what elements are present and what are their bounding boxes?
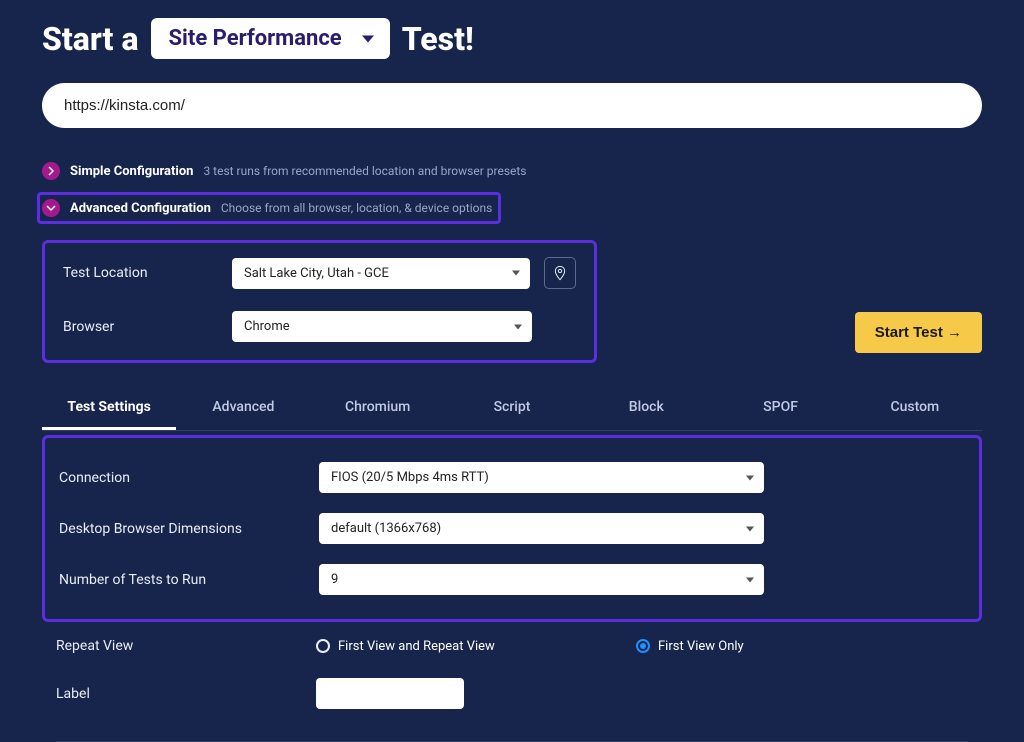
test-type-value: Site Performance	[169, 26, 342, 51]
advanced-config-title: Advanced Configuration	[70, 201, 211, 216]
runs-value: 9	[331, 572, 338, 587]
map-pin-icon	[552, 265, 568, 281]
tab-chromium[interactable]: Chromium	[311, 387, 445, 430]
chevron-down-icon	[42, 199, 60, 217]
start-test-button[interactable]: Start Test →	[855, 312, 982, 353]
map-button[interactable]	[544, 257, 576, 289]
dimensions-select[interactable]: default (1366x768)	[319, 513, 764, 544]
url-input[interactable]	[42, 83, 982, 128]
tab-script[interactable]: Script	[445, 387, 579, 430]
browser-value: Chrome	[244, 319, 290, 334]
radio-icon	[636, 639, 650, 653]
tab-block[interactable]: Block	[579, 387, 713, 430]
location-browser-box: Test Location Salt Lake City, Utah - GCE…	[42, 240, 597, 363]
caret-down-icon	[514, 324, 522, 329]
chevron-right-icon	[42, 162, 60, 180]
runs-select[interactable]: 9	[319, 564, 764, 595]
repeat-view-label: Repeat View	[56, 638, 316, 654]
location-label: Test Location	[63, 265, 218, 281]
header-suffix: Test!	[402, 20, 474, 58]
caret-down-icon	[746, 577, 754, 582]
tab-spof[interactable]: SPOF	[713, 387, 847, 430]
connection-select[interactable]: FIOS (20/5 Mbps 4ms RTT)	[319, 462, 764, 493]
repeat-opt1-text: First View and Repeat View	[338, 639, 495, 654]
simple-config-title: Simple Configuration	[70, 164, 193, 179]
tab-advanced[interactable]: Advanced	[176, 387, 310, 430]
browser-select[interactable]: Chrome	[232, 311, 532, 342]
dimensions-value: default (1366x768)	[331, 521, 441, 536]
tab-test-settings[interactable]: Test Settings	[42, 387, 176, 430]
test-settings-highlight-box: Connection FIOS (20/5 Mbps 4ms RTT) Desk…	[42, 435, 982, 622]
chevron-down-icon	[362, 35, 374, 42]
runs-label: Number of Tests to Run	[59, 572, 319, 588]
header-prefix: Start a	[42, 20, 139, 58]
connection-value: FIOS (20/5 Mbps 4ms RTT)	[331, 470, 489, 485]
caret-down-icon	[512, 271, 520, 276]
advanced-config-subtitle: Choose from all browser, location, & dev…	[221, 201, 492, 215]
test-type-select[interactable]: Site Performance	[151, 18, 390, 59]
simple-config-row[interactable]: Simple Configuration 3 test runs from re…	[42, 156, 982, 186]
location-value: Salt Lake City, Utah - GCE	[244, 266, 389, 281]
label-field-label: Label	[56, 686, 316, 702]
caret-down-icon	[746, 526, 754, 531]
tab-custom[interactable]: Custom	[848, 387, 982, 430]
radio-icon	[316, 639, 330, 653]
browser-label: Browser	[63, 319, 218, 335]
tabs: Test SettingsAdvancedChromiumScriptBlock…	[42, 387, 982, 431]
connection-label: Connection	[59, 470, 319, 486]
repeat-view-option-both[interactable]: First View and Repeat View	[316, 639, 636, 654]
repeat-view-option-first-only[interactable]: First View Only	[636, 639, 744, 654]
caret-down-icon	[746, 475, 754, 480]
location-select[interactable]: Salt Lake City, Utah - GCE	[232, 258, 530, 289]
dimensions-label: Desktop Browser Dimensions	[59, 521, 319, 537]
simple-config-subtitle: 3 test runs from recommended location an…	[203, 164, 526, 178]
advanced-config-row[interactable]: Advanced Configuration Choose from all b…	[37, 192, 501, 224]
repeat-opt2-text: First View Only	[658, 639, 744, 654]
page-header: Start a Site Performance Test!	[42, 18, 982, 59]
label-input[interactable]	[316, 678, 464, 709]
